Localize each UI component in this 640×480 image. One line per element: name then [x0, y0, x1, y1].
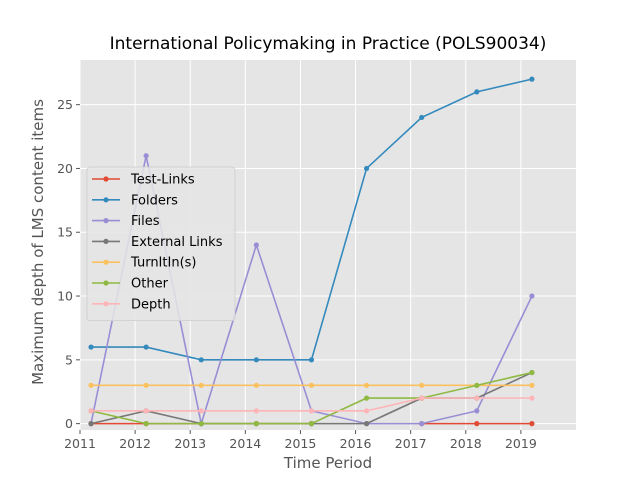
data-point-turnitin-s: [529, 382, 535, 388]
legend-entry-depth: Depth: [92, 297, 171, 312]
y-axis-label: Maximum depth of LMS content items: [29, 99, 47, 385]
data-point-depth: [253, 408, 259, 414]
y-tick-label: 0: [65, 416, 73, 431]
data-point-test-links: [529, 421, 535, 427]
data-point-folders: [198, 357, 204, 363]
x-axis-label: Time Period: [283, 454, 372, 472]
data-point-other: [363, 395, 370, 401]
legend-entry-test-links: Test-Links: [92, 173, 195, 188]
data-point-other: [198, 421, 204, 427]
series-folders: [88, 76, 535, 363]
legend-entry-files: Files: [92, 214, 160, 229]
legend-box: [86, 166, 236, 322]
y-tick-label: 20: [57, 161, 73, 176]
y-axis: 0 5 10 15 20 25: [57, 97, 80, 431]
chart-title: International Policymaking in Practice (…: [110, 34, 547, 54]
data-point-files: [474, 408, 480, 414]
data-point-folders: [88, 344, 94, 350]
x-tick-label: 2014: [229, 436, 261, 451]
legend-entry-folders: Folders: [92, 193, 178, 208]
y-tick-label: 25: [57, 97, 73, 112]
data-point-folders: [253, 357, 259, 363]
data-point-depth: [198, 408, 204, 414]
x-axis: 2011 2012 2013 2014 2015 2016 2017 2018 2019: [64, 430, 537, 451]
legend-marker: [103, 197, 109, 203]
data-point-depth: [529, 395, 535, 401]
legend-label: Files: [131, 214, 160, 229]
legend-marker: [103, 280, 109, 286]
x-tick-label: 2011: [64, 436, 96, 451]
legend-label: Test-Links: [130, 173, 195, 188]
legend-marker: [103, 238, 109, 244]
data-point-test-links: [474, 421, 480, 427]
data-point-turnitin-s: [198, 382, 204, 388]
x-tick-label: 2019: [505, 436, 537, 451]
x-tick-label: 2018: [450, 436, 482, 451]
data-point-other: [253, 421, 259, 427]
x-tick-label: 2012: [119, 436, 151, 451]
data-point-files: [143, 153, 149, 159]
data-point-folders: [474, 89, 480, 95]
data-point-other: [474, 382, 480, 388]
x-tick-label: 2015: [285, 436, 317, 451]
data-point-depth: [474, 395, 480, 401]
legend-label: TurnItIn(s): [130, 256, 196, 271]
legend-label: Other: [131, 277, 169, 292]
data-point-turnitin-s: [308, 382, 315, 388]
data-point-external-links: [88, 421, 94, 427]
legend-label: External Links: [131, 235, 223, 250]
data-point-files: [529, 293, 535, 299]
legend-marker: [103, 301, 109, 307]
data-point-folders: [143, 344, 149, 350]
data-point-files: [253, 242, 259, 248]
data-point-turnitin-s: [363, 382, 370, 388]
data-point-depth: [308, 408, 315, 414]
x-tick-label: 2013: [174, 436, 206, 451]
data-point-turnitin-s: [253, 382, 259, 388]
data-point-depth: [419, 395, 425, 401]
data-point-turnitin-s: [88, 382, 94, 388]
legend-entry-other: Other: [92, 277, 169, 292]
y-tick-label: 10: [57, 289, 73, 304]
data-point-turnitin-s: [143, 382, 149, 388]
legend-entry-external-links: External Links: [92, 235, 223, 250]
data-point-external-links: [363, 421, 370, 427]
data-point-depth: [143, 408, 149, 414]
data-point-depth: [363, 408, 370, 414]
data-point-folders: [363, 165, 370, 172]
x-tick-label: 2017: [395, 436, 427, 451]
legend-marker: [103, 218, 109, 224]
data-point-folders: [529, 76, 535, 82]
data-point-folders: [419, 114, 425, 121]
data-point-other: [143, 421, 149, 427]
y-tick-label: 5: [65, 352, 73, 367]
y-tick-label: 15: [57, 225, 73, 240]
x-tick-label: 2016: [340, 436, 372, 451]
data-point-folders: [308, 357, 315, 363]
legend-entry-turnitin-s: TurnItIn(s): [92, 256, 196, 271]
legend-label: Folders: [131, 193, 178, 208]
legend-label: Depth: [131, 297, 171, 312]
data-point-turnitin-s: [419, 382, 425, 388]
legend-marker: [103, 176, 109, 182]
data-point-depth: [88, 408, 94, 414]
legend-marker: [103, 259, 109, 265]
data-point-files: [419, 421, 425, 427]
series-depth: [88, 395, 535, 414]
data-point-other: [529, 369, 535, 376]
legend: Test-Links Folders Files External Links Turn…: [86, 166, 236, 322]
data-point-other: [308, 421, 315, 427]
